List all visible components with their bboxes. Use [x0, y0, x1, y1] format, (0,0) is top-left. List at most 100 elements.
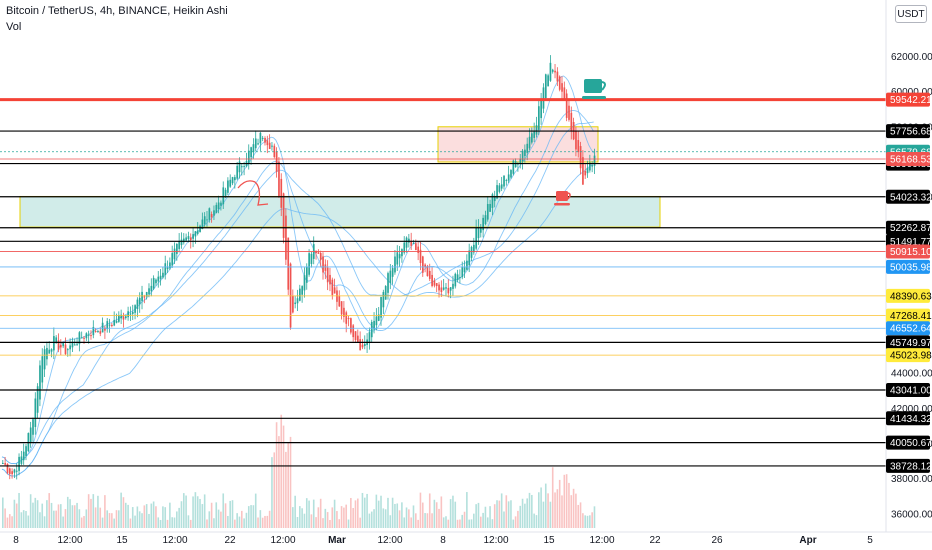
- volume-bar: [231, 500, 234, 528]
- volume-bar: [287, 442, 289, 528]
- candle-body: [426, 265, 429, 277]
- x-tick-label: 12:00: [162, 535, 187, 546]
- candle-body: [449, 287, 452, 291]
- candle-body: [115, 320, 118, 323]
- volume-bar: [92, 494, 95, 528]
- candle-body: [491, 194, 494, 208]
- volume-bar: [46, 500, 48, 528]
- candle-body: [215, 204, 218, 214]
- candle-body: [15, 470, 18, 472]
- candle-body: [6, 463, 9, 473]
- volume-bar: [6, 517, 9, 528]
- volume-bar: [528, 492, 531, 528]
- candle-body: [363, 343, 366, 346]
- price-tags: 59542.2157756.6856579.6855909.8956168.53…: [886, 92, 932, 473]
- price-tag-label: 51491.77: [890, 237, 932, 248]
- candle-body: [500, 184, 503, 189]
- candle-body: [442, 287, 445, 290]
- volume-bar: [586, 515, 589, 528]
- candle-body: [547, 75, 549, 87]
- volume-bar: [73, 505, 76, 528]
- candle-body: [136, 299, 139, 310]
- candle-body: [194, 231, 197, 237]
- candle-body: [25, 446, 27, 456]
- candle-body: [570, 112, 573, 132]
- currency-button[interactable]: USDT: [895, 5, 927, 23]
- price-tag-label: 50035.98: [890, 262, 932, 273]
- volume-bar: [359, 517, 361, 528]
- candle-body: [461, 267, 464, 278]
- volume-bar: [118, 510, 120, 528]
- candle-body: [582, 157, 584, 185]
- volume-bar: [271, 457, 273, 528]
- volume-bar: [236, 513, 238, 528]
- candle-body: [477, 227, 480, 239]
- candle-body: [438, 284, 440, 291]
- volume-bar: [78, 509, 81, 528]
- volume-bar: [428, 493, 431, 528]
- price-tag: [886, 288, 930, 303]
- volume-bar: [301, 508, 303, 528]
- volume-bar: [4, 508, 6, 528]
- price-tag: [886, 458, 930, 473]
- volume-bar: [370, 511, 373, 528]
- volume-bar: [64, 509, 67, 528]
- volume-bar: [148, 513, 150, 528]
- volume-bar: [127, 504, 129, 528]
- volume-bar: [180, 501, 183, 528]
- candle-body: [231, 177, 234, 184]
- candle-body: [333, 287, 336, 294]
- volume-bar: [124, 502, 127, 528]
- volume-bar: [113, 518, 115, 528]
- candle-body: [275, 151, 278, 172]
- volume-bar: [138, 511, 141, 528]
- candle-body: [493, 196, 496, 202]
- volume-bar: [459, 519, 461, 528]
- candle-body: [278, 161, 280, 197]
- x-axis[interactable]: 8 12:00 15 12:00 22 12:00 Mar 12:00 8 12:00 15 12:0…: [0, 531, 932, 546]
- volume-bar: [475, 504, 477, 528]
- volume-bar: [470, 519, 473, 528]
- candle-body: [544, 74, 547, 99]
- volume-bar: [452, 495, 454, 528]
- candle-body: [584, 170, 587, 176]
- volume-bar: [27, 515, 30, 528]
- volume-bar: [419, 492, 422, 528]
- volume-bar: [479, 516, 482, 528]
- volume-bar: [396, 503, 399, 528]
- candle-body: [264, 137, 266, 143]
- candle-body: [466, 260, 468, 270]
- candle-body: [593, 155, 596, 166]
- volume-bar: [243, 518, 245, 528]
- volume-bar: [426, 513, 429, 528]
- price-tag-label: 40050.67: [890, 438, 932, 449]
- candle-body: [157, 276, 160, 282]
- candle-body: [380, 296, 382, 318]
- volume-bar: [524, 503, 526, 528]
- ma-line: [1, 121, 594, 465]
- volume-bar: [136, 506, 139, 528]
- volume-bar: [222, 493, 225, 528]
- price-tag-label: 52262.87: [890, 223, 932, 234]
- volume-bar: [155, 506, 157, 528]
- price-tag-label: 46552.64: [890, 324, 932, 335]
- horizontal-levels[interactable]: [0, 98, 886, 467]
- volume-bar: [507, 501, 510, 528]
- volume-bar: [266, 515, 269, 528]
- volume-bar: [565, 474, 568, 528]
- volume-bar: [403, 517, 406, 528]
- volume-bar: [503, 511, 505, 528]
- candle-body: [129, 313, 132, 315]
- moving-average-band: [1, 75, 595, 477]
- volume-bar: [83, 516, 85, 528]
- volume-bar: [245, 512, 248, 528]
- volume-bar: [176, 511, 178, 528]
- volume-bar: [350, 497, 352, 528]
- candle-body: [159, 275, 162, 280]
- candle-body: [528, 136, 531, 149]
- candle-body: [292, 295, 294, 313]
- volume-bar: [558, 479, 561, 528]
- volume-bar: [333, 499, 336, 528]
- candle-body: [8, 468, 11, 474]
